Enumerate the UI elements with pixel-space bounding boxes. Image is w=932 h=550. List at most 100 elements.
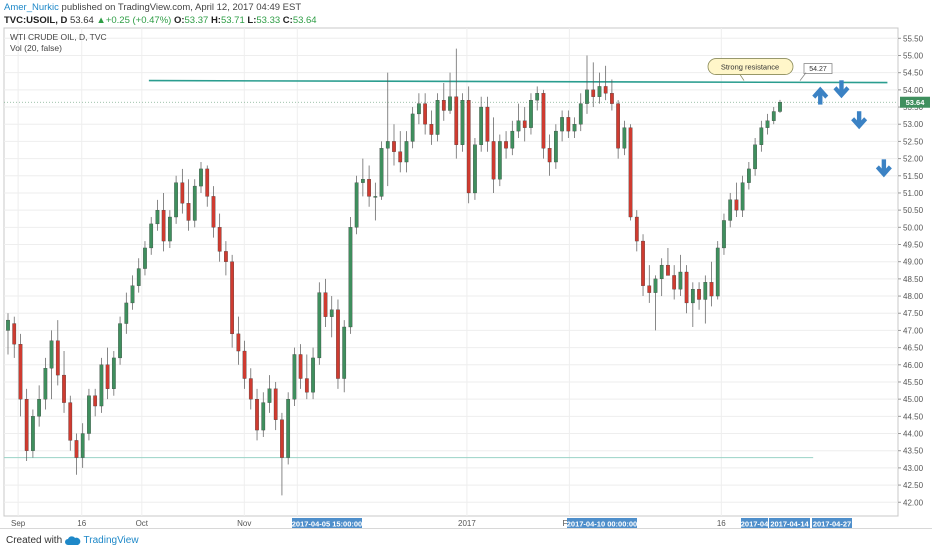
candle-body — [466, 100, 471, 194]
candle-body — [448, 96, 452, 111]
candle-body — [205, 168, 210, 197]
candle-body — [703, 282, 708, 300]
candle-body — [174, 182, 178, 218]
candle — [124, 292, 129, 334]
candle — [504, 131, 508, 159]
arrow-shaft — [818, 92, 823, 105]
candle — [6, 313, 10, 355]
candle-body — [118, 323, 122, 359]
publish-info: published on TradingView.com, April 12, … — [61, 2, 302, 13]
candle-body — [6, 319, 10, 331]
candle-body — [522, 120, 527, 128]
y-tick-label: 54.00 — [903, 86, 924, 95]
candle-body — [149, 223, 154, 249]
candle-body — [504, 141, 508, 149]
x-highlight-label: 2017-04 — [741, 520, 769, 529]
candle-body — [728, 199, 733, 221]
candle — [273, 381, 278, 431]
resistance-value-callout: 54.27 — [799, 63, 833, 81]
candle-body — [348, 227, 353, 328]
candle-body — [379, 148, 384, 197]
candle — [267, 375, 272, 413]
candle-body — [124, 302, 129, 324]
candle-body — [647, 285, 652, 293]
candle-body — [554, 130, 558, 163]
candle — [24, 388, 29, 462]
candle-body — [18, 344, 23, 400]
candle-body — [267, 388, 272, 403]
candle — [230, 254, 234, 348]
candle-body — [317, 292, 322, 359]
candle-body — [93, 395, 98, 407]
author-link[interactable]: Amer_Nurkic — [4, 2, 59, 13]
y-tick-label: 55.00 — [903, 51, 924, 60]
legend-title[interactable]: WTI CRUDE OIL, D, TVC — [10, 32, 107, 42]
candle — [286, 392, 291, 465]
candle-body — [180, 182, 185, 204]
candle-body — [497, 141, 502, 180]
candle-body — [684, 271, 689, 304]
candle-body — [24, 399, 29, 451]
candle — [348, 217, 353, 334]
x-tick-label: Nov — [237, 519, 251, 528]
candle-body — [778, 102, 782, 112]
candle — [435, 93, 440, 142]
candle-body — [242, 350, 247, 379]
tradingview-brand[interactable]: TradingView — [83, 535, 139, 546]
candle — [292, 347, 297, 407]
candle — [31, 409, 35, 458]
x-tick-label: Oct — [136, 519, 149, 528]
arrow-annotations — [812, 80, 892, 178]
candle-body — [610, 93, 614, 104]
candle — [653, 275, 658, 331]
y-tick-label: 54.50 — [903, 69, 924, 78]
resistance-value: 54.27 — [809, 66, 827, 73]
candle-body — [105, 364, 110, 389]
high-label: H: — [210, 15, 221, 26]
open-value: 53.37 — [184, 15, 209, 26]
candle-body — [429, 124, 434, 135]
candle-body — [292, 354, 297, 400]
callout-pointer — [739, 74, 745, 81]
candle — [174, 175, 178, 224]
candle — [93, 388, 98, 417]
candle-body — [329, 309, 334, 317]
candle — [566, 110, 571, 138]
candle — [634, 210, 639, 252]
candle-body — [653, 278, 658, 293]
candle — [261, 392, 266, 437]
candle-body — [55, 340, 60, 376]
candle-body — [690, 289, 695, 304]
candle — [87, 388, 91, 441]
candle — [423, 93, 427, 135]
candle-body — [510, 130, 515, 149]
candle-body — [273, 388, 278, 420]
y-tick-label: 52.50 — [903, 137, 924, 146]
price-change: +0.25 (+0.47%) — [105, 15, 172, 26]
resistance-callout: Strong resistance — [707, 58, 794, 81]
candle-body — [43, 368, 48, 400]
symbol-label[interactable]: TVC:USOIL, D — [4, 15, 68, 26]
candle-body — [765, 120, 770, 128]
candle-body — [261, 402, 266, 431]
price-axis[interactable]: 55.5055.0054.5054.0053.5053.0052.5052.00… — [898, 34, 930, 507]
candle — [398, 131, 403, 173]
candle — [49, 330, 54, 400]
candle-body — [87, 395, 91, 434]
x-tick-label: 16 — [77, 519, 86, 528]
candle — [771, 107, 776, 125]
candle — [610, 79, 614, 111]
legend-volume[interactable]: Vol (20, false) — [10, 43, 62, 53]
candle-body — [616, 103, 620, 149]
y-tick-label: 45.50 — [903, 378, 924, 387]
candle-body — [659, 264, 664, 280]
candle — [622, 120, 627, 156]
y-tick-label: 42.00 — [903, 498, 924, 507]
x-highlight-box — [741, 518, 768, 529]
candle — [591, 62, 596, 108]
candle-body — [298, 354, 303, 379]
time-axis[interactable]: Sep16OctNov162017Feb162017-04-05 15:00:0… — [11, 518, 852, 529]
arrow-down-shape — [851, 117, 868, 130]
candle — [510, 120, 515, 156]
